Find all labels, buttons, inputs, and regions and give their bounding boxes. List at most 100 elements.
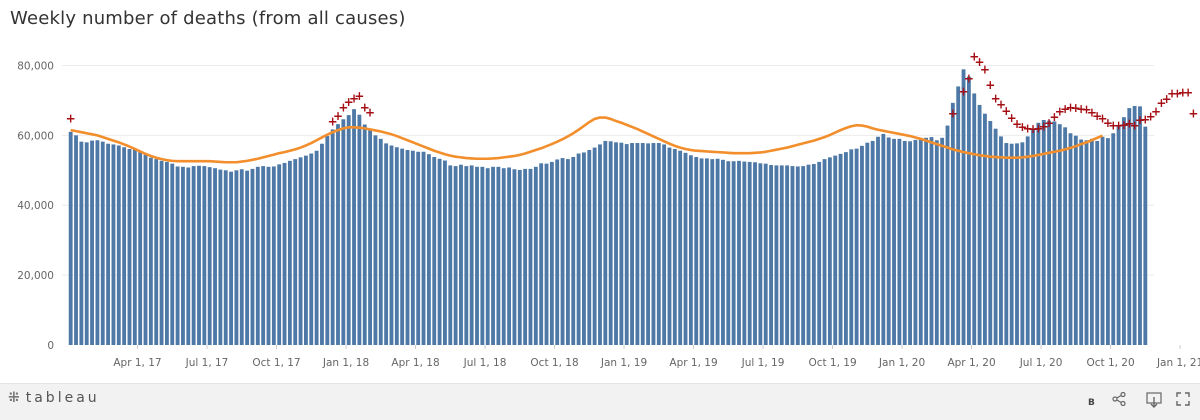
weekly-deaths-bar[interactable]	[614, 142, 618, 345]
weekly-deaths-bar[interactable]	[897, 138, 902, 345]
weekly-deaths-bar[interactable]	[865, 142, 870, 345]
weekly-deaths-bar[interactable]	[721, 159, 725, 345]
excess-marker[interactable]: +	[1060, 102, 1070, 116]
weekly-deaths-bar[interactable]	[501, 168, 506, 345]
excess-marker[interactable]: +	[338, 100, 348, 114]
excess-marker[interactable]: +	[1124, 116, 1134, 130]
weekly-deaths-bar[interactable]	[651, 143, 656, 345]
weekly-deaths-bar[interactable]	[250, 168, 255, 345]
excess-marker[interactable]: +	[1162, 92, 1172, 106]
excess-marker[interactable]: +	[1071, 101, 1081, 115]
weekly-deaths-bar[interactable]	[84, 142, 89, 345]
weekly-deaths-bar[interactable]	[929, 137, 934, 345]
weekly-deaths-bar[interactable]	[287, 160, 292, 345]
weekly-deaths-bar[interactable]	[512, 169, 517, 345]
excess-marker[interactable]: +	[1098, 112, 1108, 126]
weekly-deaths-bar[interactable]	[811, 164, 816, 345]
weekly-deaths-bar[interactable]	[1025, 136, 1030, 345]
weekly-deaths-bar[interactable]	[576, 153, 581, 345]
weekly-deaths-bar[interactable]	[603, 140, 608, 345]
weekly-deaths-bar[interactable]	[352, 109, 356, 345]
weekly-deaths-bar[interactable]	[207, 167, 212, 345]
weekly-deaths-bar[interactable]	[132, 149, 137, 345]
weekly-deaths-bar[interactable]	[646, 143, 651, 345]
weekly-deaths-bar[interactable]	[582, 152, 586, 345]
weekly-deaths-bar[interactable]	[667, 147, 672, 345]
weekly-deaths-bar[interactable]	[100, 141, 105, 345]
download-icon[interactable]	[1146, 392, 1162, 412]
weekly-deaths-bar[interactable]	[913, 139, 918, 345]
weekly-deaths-bar[interactable]	[683, 152, 688, 345]
weekly-deaths-bar[interactable]	[389, 145, 394, 345]
weekly-deaths-bar[interactable]	[918, 139, 923, 345]
weekly-deaths-bar[interactable]	[1041, 119, 1046, 345]
weekly-deaths-bar[interactable]	[378, 138, 383, 345]
excess-marker[interactable]: +	[66, 112, 76, 126]
excess-marker[interactable]: +	[1065, 100, 1075, 114]
weekly-deaths-bar[interactable]	[662, 144, 667, 345]
excess-marker[interactable]: +	[991, 91, 1001, 105]
fullscreen-icon[interactable]	[1176, 392, 1190, 410]
weekly-deaths-bar[interactable]	[560, 158, 565, 345]
weekly-deaths-bar[interactable]	[656, 143, 661, 345]
weekly-deaths-bar[interactable]	[753, 162, 757, 345]
weekly-deaths-bar[interactable]	[924, 137, 929, 345]
excess-marker[interactable]: +	[1188, 107, 1198, 121]
weekly-deaths-bar[interactable]	[860, 145, 864, 345]
weekly-deaths-bar[interactable]	[336, 124, 340, 345]
weekly-deaths-bar[interactable]	[223, 170, 228, 345]
excess-marker[interactable]: +	[1087, 105, 1097, 119]
excess-marker[interactable]: +	[354, 89, 364, 103]
weekly-deaths-bar[interactable]	[218, 169, 223, 345]
excess-marker[interactable]: +	[1081, 102, 1091, 116]
weekly-deaths-bar[interactable]	[1116, 125, 1121, 345]
weekly-deaths-bar[interactable]	[1127, 108, 1132, 346]
weekly-deaths-bar[interactable]	[731, 161, 736, 345]
weekly-deaths-bar[interactable]	[950, 102, 955, 345]
weekly-deaths-bar[interactable]	[1132, 106, 1137, 345]
excess-marker[interactable]: +	[1172, 86, 1182, 100]
weekly-deaths-bar[interactable]	[747, 161, 752, 345]
weekly-deaths-bar[interactable]	[694, 157, 699, 345]
weekly-deaths-bar[interactable]	[565, 159, 570, 345]
weekly-deaths-bar[interactable]	[1100, 136, 1105, 345]
weekly-deaths-bar[interactable]	[908, 141, 913, 345]
tableau-logo[interactable]: ⁜ tableau	[8, 390, 100, 406]
weekly-deaths-bar[interactable]	[122, 147, 127, 345]
excess-marker[interactable]: +	[980, 63, 990, 77]
expected-line-series[interactable]	[70, 116, 1104, 164]
excess-marker[interactable]: +	[1114, 119, 1124, 133]
weekly-deaths-bar[interactable]	[961, 69, 966, 345]
weekly-deaths-bar[interactable]	[1111, 133, 1116, 345]
weekly-deaths-bar[interactable]	[699, 158, 704, 345]
weekly-deaths-bar[interactable]	[95, 140, 100, 345]
excess-marker[interactable]: +	[365, 105, 375, 119]
weekly-deaths-bar[interactable]	[517, 169, 522, 345]
excess-marker[interactable]: +	[985, 78, 995, 92]
weekly-deaths-bar[interactable]	[341, 119, 346, 345]
weekly-deaths-bar[interactable]	[678, 150, 683, 345]
excess-marker[interactable]: +	[1055, 105, 1065, 119]
weekly-deaths-bar[interactable]	[320, 143, 324, 345]
weekly-deaths-bar[interactable]	[229, 171, 233, 345]
weekly-deaths-bar[interactable]	[459, 164, 463, 345]
weekly-deaths-bar[interactable]	[672, 148, 677, 345]
weekly-deaths-bar[interactable]	[362, 124, 367, 345]
excess-marker[interactable]: +	[344, 95, 354, 109]
weekly-deaths-bar[interactable]	[795, 166, 800, 345]
weekly-deaths-bar[interactable]	[769, 165, 773, 345]
excess-marker[interactable]: +	[1092, 109, 1102, 123]
weekly-deaths-bar[interactable]	[1095, 140, 1100, 345]
weekly-deaths-bar[interactable]	[999, 136, 1003, 345]
excess-marker[interactable]: +	[948, 107, 958, 121]
weekly-deaths-bar[interactable]	[90, 140, 94, 345]
excess-marker[interactable]: +	[1033, 121, 1043, 135]
weekly-deaths-bar[interactable]	[266, 166, 271, 345]
weekly-deaths-bar[interactable]	[443, 160, 447, 345]
weekly-deaths-bar[interactable]	[817, 161, 822, 345]
weekly-deaths-bar[interactable]	[533, 166, 538, 345]
weekly-deaths-bar[interactable]	[945, 125, 950, 345]
weekly-deaths-bar[interactable]	[197, 165, 201, 345]
weekly-deaths-bar[interactable]	[528, 168, 533, 345]
weekly-deaths-bar[interactable]	[1015, 143, 1019, 345]
